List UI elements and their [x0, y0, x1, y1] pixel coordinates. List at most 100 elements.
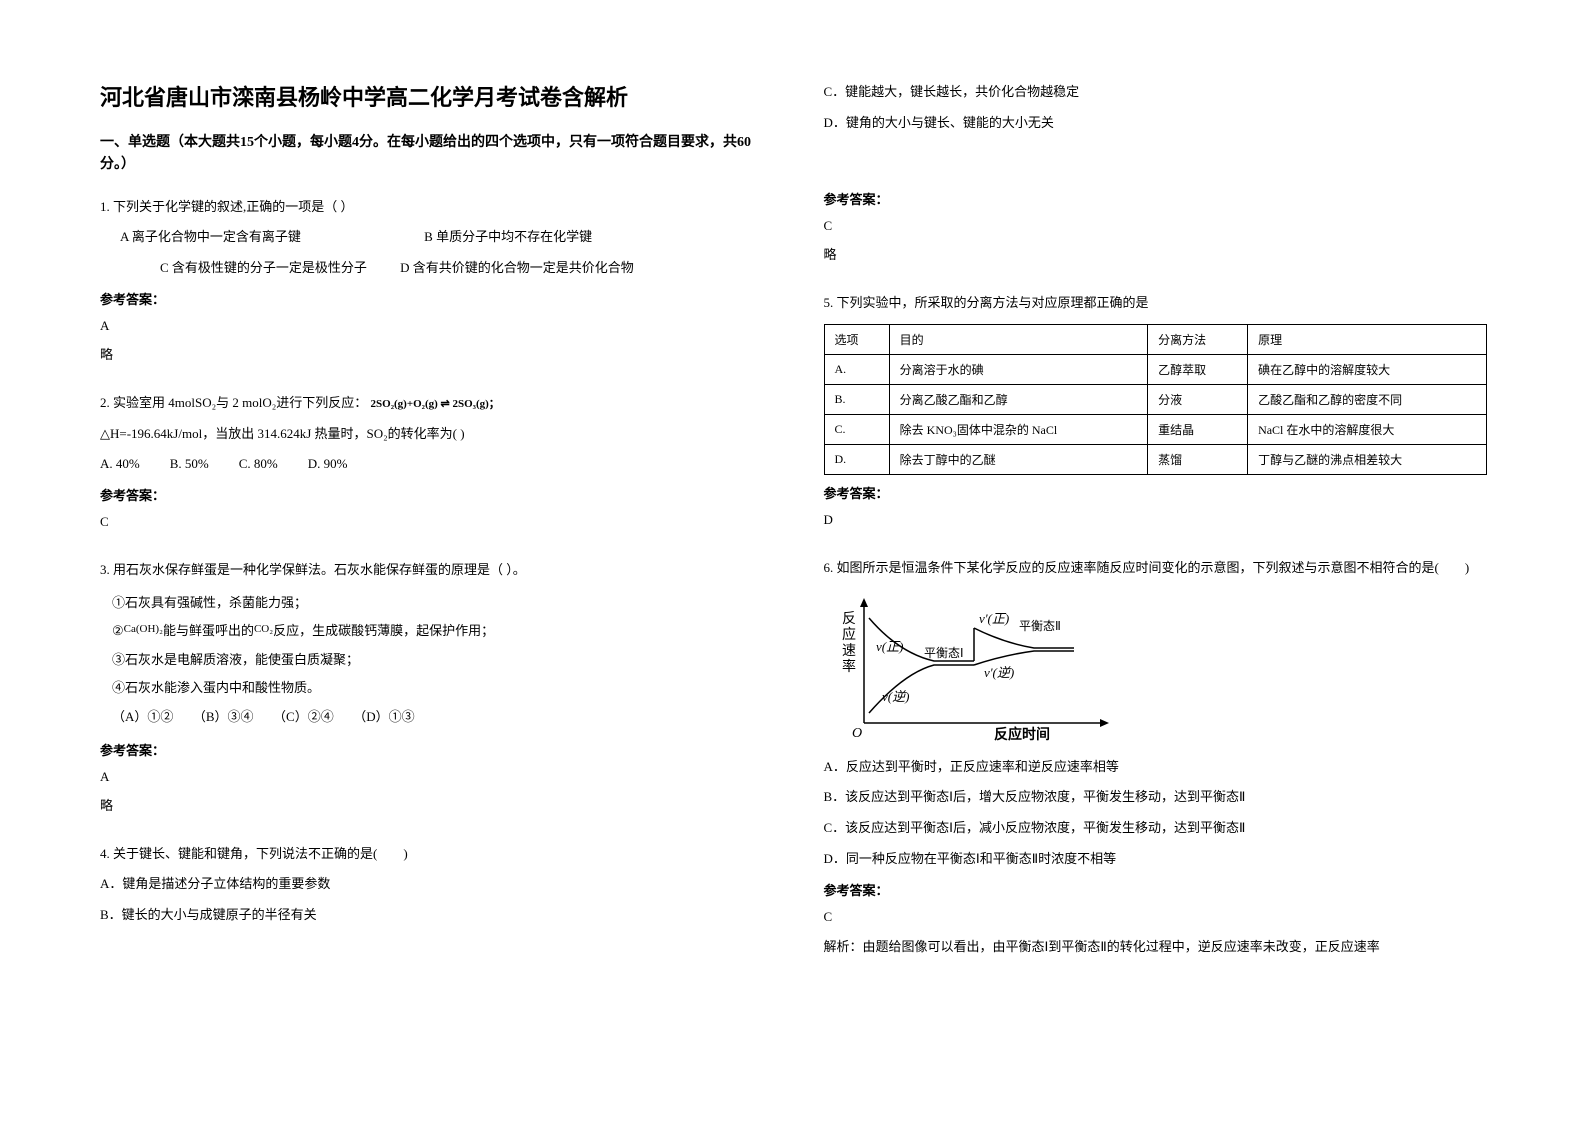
q2-opt-a: A. 40%: [100, 452, 140, 477]
q1-answer: A: [100, 318, 764, 334]
q2-text-pre: 2. 实验室用 4molSO₂与 2 molO₂进行下列反应：: [100, 395, 367, 410]
th-3: 原理: [1248, 325, 1487, 355]
q6-text: 6. 如图所示是恒温条件下某化学反应的反应速率随反应时间变化的示意图，下列叙述与…: [824, 556, 1488, 581]
cell: 碘在乙醇中的溶解度较大: [1248, 355, 1487, 385]
right-column: C．键能越大，键长越长，共价化合物越稳定 D．键角的大小与键长、键能的大小无关 …: [824, 80, 1488, 1082]
q4-opt-a: A．键角是描述分子立体结构的重要参数: [100, 872, 764, 897]
document-title: 河北省唐山市滦南县杨岭中学高二化学月考试卷含解析: [100, 80, 764, 112]
q3-item2-formula2: CO₂: [254, 623, 273, 635]
chart-v-reverse: v(逆): [882, 689, 909, 704]
q4-opt-d: D．键角的大小与键长、键能的大小无关: [824, 111, 1488, 136]
q2-opt-b: B. 50%: [170, 452, 209, 477]
q3-options: （A）①② （B）③④ （C）②④ （D）①③: [100, 703, 764, 732]
chart-v-forward: v(正): [876, 639, 903, 654]
q1-text: 1. 下列关于化学键的叙述,正确的一项是（ ）: [100, 195, 764, 220]
cell: C.: [824, 415, 889, 445]
q3-item2-post: 反应，生成碳酸钙薄膜，起保护作用；: [273, 623, 494, 638]
question-2: 2. 实验室用 4molSO₂与 2 molO₂进行下列反应： 2SO₂(g)+…: [100, 391, 764, 540]
table-row: A. 分离溶于水的碘 乙醇萃取 碘在乙醇中的溶解度较大: [824, 355, 1487, 385]
q5-answer: D: [824, 512, 1488, 528]
q6-chart: 反 应 速 率 O 反应时间 v(正) v(逆): [834, 593, 1114, 743]
q4-opt-c: C．键能越大，键长越长，共价化合物越稳定: [824, 80, 1488, 105]
q4-answer-label: 参考答案：: [824, 189, 1488, 208]
q3-item2-formula: Ca(OH)₂: [124, 623, 163, 635]
q2-opt-d: D. 90%: [308, 452, 348, 477]
q3-item3: ③石灰水是电解质溶液，能使蛋白质凝聚；: [100, 646, 764, 675]
cell: 分离乙酸乙酯和乙醇: [889, 385, 1147, 415]
cell: 蒸馏: [1148, 445, 1248, 475]
q1-opt-d: D 含有共价键的化合物一定是共价化合物: [400, 260, 634, 275]
cell: 丁醇与乙醚的沸点相差较大: [1248, 445, 1487, 475]
table-row: B. 分离乙酸乙酯和乙醇 分液 乙酸乙酯和乙醇的密度不同: [824, 385, 1487, 415]
table-header-row: 选项 目的 分离方法 原理: [824, 325, 1487, 355]
cell: 乙酸乙酯和乙醇的密度不同: [1248, 385, 1487, 415]
chart-v-forward-prime: v'(正): [979, 611, 1009, 626]
question-1: 1. 下列关于化学键的叙述,正确的一项是（ ） A 离子化合物中一定含有离子键 …: [100, 195, 764, 373]
q3-note: 略: [100, 795, 764, 814]
cell: NaCl 在水中的溶解度很大: [1248, 415, 1487, 445]
cell: A.: [824, 355, 889, 385]
q3-item2-pre: ②: [112, 623, 124, 638]
q5-text: 5. 下列实验中，所采取的分离方法与对应原理都正确的是: [824, 291, 1488, 316]
th-0: 选项: [824, 325, 889, 355]
chart-v-reverse-prime: v'(逆): [984, 665, 1014, 680]
cell: B.: [824, 385, 889, 415]
cell: 除去丁醇中的乙醚: [889, 445, 1147, 475]
cell: 乙醇萃取: [1148, 355, 1248, 385]
q2-opt-c: C. 80%: [239, 452, 278, 477]
cell: 除去 KNO₃固体中混杂的 NaCl: [889, 415, 1147, 445]
q2-equation: 2SO₂(g)+O₂(g) ⇌ 2SO₃(g)；: [371, 398, 500, 410]
q5-table: 选项 目的 分离方法 原理 A. 分离溶于水的碘 乙醇萃取 碘在乙醇中的溶解度较…: [824, 324, 1488, 475]
left-column: 河北省唐山市滦南县杨岭中学高二化学月考试卷含解析 一、单选题（本大题共15个小题…: [100, 80, 764, 1082]
q2-text-line1: 2. 实验室用 4molSO₂与 2 molO₂进行下列反应： 2SO₂(g)+…: [100, 391, 764, 416]
section-header: 一、单选题（本大题共15个小题，每小题4分。在每小题给出的四个选项中，只有一项符…: [100, 132, 764, 177]
q4-opt-b: B．键长的大小与成键原子的半径有关: [100, 903, 764, 928]
q1-opt-b: B 单质分子中均不存在化学键: [424, 229, 592, 244]
q4-note: 略: [824, 244, 1488, 263]
q5-answer-label: 参考答案：: [824, 483, 1488, 502]
th-1: 目的: [889, 325, 1147, 355]
q1-options-row1: A 离子化合物中一定含有离子键 B 单质分子中均不存在化学键: [100, 225, 764, 250]
q6-answer-label: 参考答案：: [824, 880, 1488, 899]
cell: 分液: [1148, 385, 1248, 415]
q2-options: A. 40% B. 50% C. 80% D. 90%: [100, 452, 764, 477]
chart-ylabel-4: 率: [842, 658, 856, 675]
th-2: 分离方法: [1148, 325, 1248, 355]
chart-ylabel-2: 应: [842, 626, 856, 643]
q3-text: 3. 用石灰水保存鲜蛋是一种化学保鲜法。石灰水能保存鲜蛋的原理是（ ）。: [100, 558, 764, 583]
question-4-cont: C．键能越大，键长越长，共价化合物越稳定 D．键角的大小与键长、键能的大小无关 …: [824, 80, 1488, 273]
question-3: 3. 用石灰水保存鲜蛋是一种化学保鲜法。石灰水能保存鲜蛋的原理是（ ）。 ①石灰…: [100, 558, 764, 824]
cell: 重结晶: [1148, 415, 1248, 445]
q6-opt-b: B．该反应达到平衡态Ⅰ后，增大反应物浓度，平衡发生移动，达到平衡态Ⅱ: [824, 785, 1488, 810]
q4-answer: C: [824, 218, 1488, 234]
q6-opt-c: C．该反应达到平衡态Ⅰ后，减小反应物浓度，平衡发生移动，达到平衡态Ⅱ: [824, 816, 1488, 841]
rate-chart-svg: 反 应 速 率 O 反应时间 v(正) v(逆): [834, 593, 1114, 743]
q6-answer: C: [824, 909, 1488, 925]
question-5: 5. 下列实验中，所采取的分离方法与对应原理都正确的是 选项 目的 分离方法 原…: [824, 291, 1488, 538]
q3-item1: ①石灰具有强碱性，杀菌能力强；: [100, 589, 764, 618]
q1-options-row2: C 含有极性键的分子一定是极性分子 D 含有共价键的化合物一定是共价化合物: [100, 256, 764, 281]
q6-opt-a: A．反应达到平衡时，正反应速率和逆反应速率相等: [824, 755, 1488, 780]
chart-state1: 平衡态Ⅰ: [924, 646, 964, 660]
q2-text-line2: △H=-196.64kJ/mol，当放出 314.624kJ 热量时，SO₂的转…: [100, 422, 764, 447]
chart-state2: 平衡态Ⅱ: [1019, 619, 1061, 633]
q1-opt-a: A 离子化合物中一定含有离子键: [120, 229, 301, 244]
table-row: D. 除去丁醇中的乙醚 蒸馏 丁醇与乙醚的沸点相差较大: [824, 445, 1487, 475]
table-row: C. 除去 KNO₃固体中混杂的 NaCl 重结晶 NaCl 在水中的溶解度很大: [824, 415, 1487, 445]
chart-ylabel-3: 速: [842, 643, 856, 659]
q3-item2-mid: 能与鲜蛋呼出的: [163, 623, 254, 638]
q3-answer-label: 参考答案：: [100, 740, 764, 759]
q3-item2: ②Ca(OH)₂能与鲜蛋呼出的CO₂反应，生成碳酸钙薄膜，起保护作用；: [100, 617, 764, 646]
q3-item4: ④石灰水能渗入蛋内中和酸性物质。: [100, 674, 764, 703]
q3-answer: A: [100, 769, 764, 785]
chart-xlabel: 反应时间: [994, 726, 1050, 743]
q1-opt-c: C 含有极性键的分子一定是极性分子: [160, 260, 367, 275]
q6-opt-d: D．同一种反应物在平衡态Ⅰ和平衡态Ⅱ时浓度不相等: [824, 847, 1488, 872]
question-6: 6. 如图所示是恒温条件下某化学反应的反应速率随反应时间变化的示意图，下列叙述与…: [824, 556, 1488, 965]
chart-ylabel-1: 反: [842, 611, 856, 627]
q2-answer-label: 参考答案：: [100, 485, 764, 504]
q2-answer: C: [100, 514, 764, 530]
q1-note: 略: [100, 344, 764, 363]
q6-explanation: 解析：由题给图像可以看出，由平衡态Ⅰ到平衡态Ⅱ的转化过程中，逆反应速率未改变，正…: [824, 935, 1488, 960]
question-4: 4. 关于键长、键能和键角，下列说法不正确的是( ) A．键角是描述分子立体结构…: [100, 842, 764, 934]
